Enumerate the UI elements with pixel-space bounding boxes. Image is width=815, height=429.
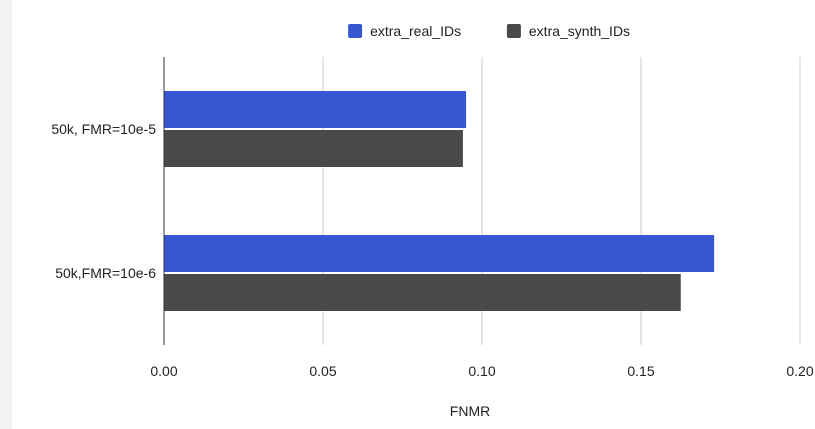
x-tick-label: 0.05 — [309, 363, 336, 379]
bar-extra-real-ids — [164, 235, 715, 272]
bar-chart: extra_real_IDs extra_synth_IDs 0.00 0.05 0.… — [51, 23, 814, 419]
legend: extra_real_IDs extra_synth_IDs — [348, 23, 630, 39]
legend-label: extra_real_IDs — [370, 23, 461, 39]
legend-label: extra_synth_IDs — [529, 23, 630, 39]
x-axis-title: FNMR — [450, 403, 490, 419]
x-tick-label: 0.10 — [468, 363, 495, 379]
bar-extra-synth-ids — [164, 274, 681, 311]
bar-extra-real-ids — [164, 91, 467, 128]
legend-swatch — [348, 24, 363, 38]
x-tick-labels: 0.00 0.05 0.10 0.15 0.20 — [150, 363, 813, 379]
x-tick-label: 0.20 — [786, 363, 813, 379]
category-label: 50k, FMR=10e-5 — [51, 121, 156, 137]
bars — [164, 91, 715, 311]
x-tick-label: 0.00 — [150, 363, 177, 379]
x-tick-label: 0.15 — [627, 363, 654, 379]
legend-swatch — [506, 24, 521, 38]
category-label: 50k,FMR=10e-6 — [55, 265, 156, 281]
chart-card: extra_real_IDs extra_synth_IDs 0.00 0.05 0.… — [12, 0, 815, 429]
bar-extra-synth-ids — [164, 130, 463, 167]
category-labels: 50k, FMR=10e-5 50k,FMR=10e-6 — [51, 121, 156, 281]
